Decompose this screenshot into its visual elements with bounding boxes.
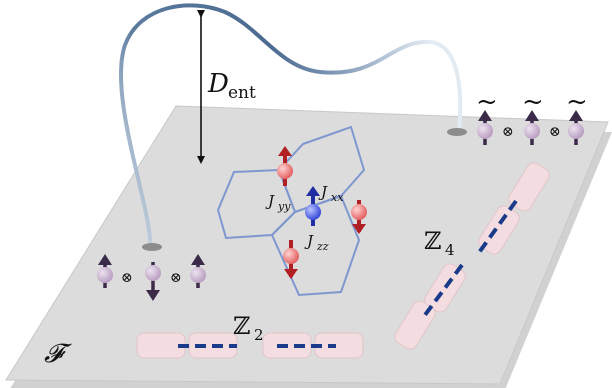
tilde-3: ~ <box>566 87 588 117</box>
z4-chain <box>394 162 550 350</box>
spin-top <box>277 146 293 186</box>
jxx-label: J xx <box>318 183 344 204</box>
z4-block-1 <box>508 162 550 212</box>
tilde-2: ~ <box>522 87 544 117</box>
svg-text:J: J <box>265 192 275 210</box>
right-spin-1 <box>477 110 493 145</box>
tilde-1: ~ <box>476 87 498 117</box>
plane-surface <box>5 105 609 385</box>
svg-text:J: J <box>304 232 314 250</box>
z2-chain <box>136 332 364 359</box>
z4-bond-1 <box>476 199 518 256</box>
curve-end-right <box>447 128 467 136</box>
svg-text:J: J <box>318 183 328 201</box>
left-product-state: ⊗ ⊗ <box>97 254 206 301</box>
svg-text:2: 2 <box>254 326 264 344</box>
left-spin-2 <box>145 262 161 301</box>
svg-text:4: 4 <box>445 241 455 259</box>
spin-bottom <box>283 240 299 279</box>
curve-end-left <box>142 243 162 251</box>
z2-block-4 <box>314 332 364 359</box>
tensor-symbol-3: ⊗ <box>502 124 514 140</box>
z4-bond-2 <box>423 263 464 317</box>
left-spin-3 <box>190 254 206 288</box>
right-spin-2 <box>524 110 540 145</box>
spin-center-blue <box>305 186 321 226</box>
z2-label: ℤ 2 <box>233 312 264 344</box>
jzz-label: J zz <box>304 232 329 253</box>
tensor-symbol-4: ⊗ <box>549 124 561 140</box>
svg-text:ℤ: ℤ <box>233 312 251 340</box>
hexagon-bottom <box>270 194 361 297</box>
tensor-symbol-2: ⊗ <box>170 270 182 286</box>
right-product-state: ~ ⊗ ~ ⊗ ~ <box>476 87 588 145</box>
right-spin-3 <box>568 110 584 145</box>
tensor-symbol-1: ⊗ <box>121 270 133 286</box>
jyy-label: J yy <box>265 192 291 213</box>
left-spin-1 <box>97 254 113 288</box>
svg-text:yy: yy <box>277 200 291 213</box>
z2-block-1 <box>136 332 186 359</box>
svg-text:ℤ: ℤ <box>424 227 442 255</box>
d-ent-label: D ent <box>207 69 256 103</box>
z4-label: ℤ 4 <box>424 227 455 259</box>
entanglement-curve <box>119 3 463 245</box>
svg-text:D: D <box>207 69 229 99</box>
spin-right <box>351 200 367 234</box>
svg-text:xx: xx <box>331 191 344 204</box>
svg-text:zz: zz <box>316 240 329 253</box>
svg-text:ent: ent <box>228 83 256 103</box>
